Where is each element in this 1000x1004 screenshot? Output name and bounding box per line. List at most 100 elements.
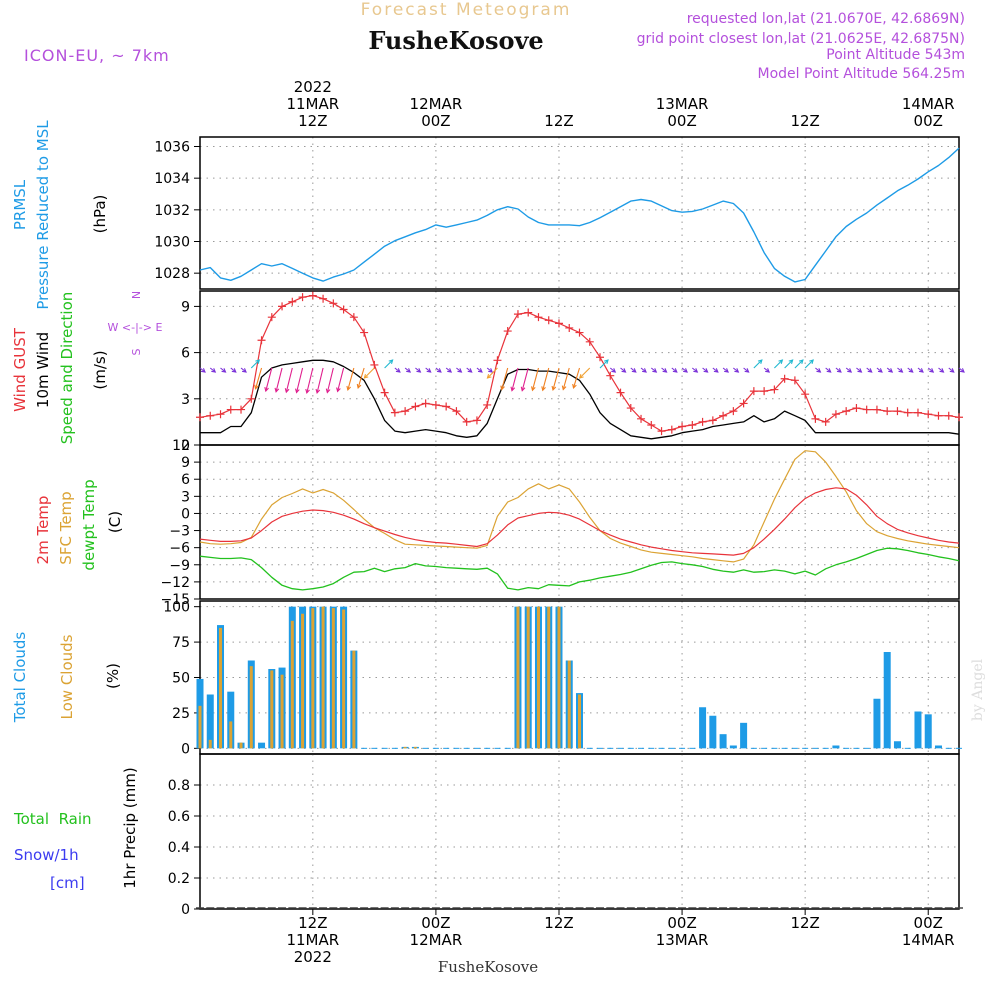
clouds-unit: (%) xyxy=(104,663,122,689)
ytick-label: 1036 xyxy=(154,140,190,156)
ytick-label: 1030 xyxy=(154,235,190,251)
wind-arrow xyxy=(531,367,540,391)
gust-marker xyxy=(739,399,748,408)
wind-dir-label: Speed and Direction xyxy=(58,292,76,445)
wind-arrow-head xyxy=(356,383,362,390)
total-cloud-bar xyxy=(729,745,737,749)
wind-unit: (m/s) xyxy=(91,350,109,389)
low-cloud-bar xyxy=(229,721,233,749)
wind-arrow xyxy=(487,367,498,379)
low-cloud-bar xyxy=(567,660,571,749)
dewpt-line xyxy=(199,547,960,591)
gust-marker xyxy=(554,319,563,328)
wind-arrow-head xyxy=(959,368,965,373)
gust-marker xyxy=(442,402,451,411)
wind-arrow-head xyxy=(662,368,668,373)
wind-arrow xyxy=(296,367,304,393)
plot-layer: 102810301032103410360369−15−12−9−6−30369… xyxy=(154,78,965,966)
wind-arrow-head xyxy=(652,368,658,373)
gust-marker xyxy=(493,356,502,365)
gust-marker xyxy=(606,371,615,380)
wind-arrow-head xyxy=(561,385,567,391)
total-cloud-bar xyxy=(873,698,881,749)
gust-marker xyxy=(626,404,635,413)
gust-marker xyxy=(278,302,287,311)
wind-arrow xyxy=(316,367,324,394)
low-cloud-bar xyxy=(290,620,294,749)
wind-arrow xyxy=(773,359,783,369)
gust-marker xyxy=(237,405,246,414)
gust-marker xyxy=(247,394,256,403)
wind-arrow-head xyxy=(877,368,883,373)
wind-arrow-head xyxy=(447,368,453,373)
gust-marker xyxy=(842,407,851,416)
wind-arrow-head xyxy=(642,368,647,373)
gust-marker xyxy=(780,374,789,383)
time-bottom-label: 12Z xyxy=(790,914,819,932)
gust-marker xyxy=(667,425,676,434)
wind-arrow-head xyxy=(500,385,505,391)
wind-arrow xyxy=(562,367,570,390)
ytick-label: 6 xyxy=(181,346,190,362)
wind-arrow-head xyxy=(798,359,804,364)
wind-arrow xyxy=(804,359,814,369)
ytick-label: 0 xyxy=(181,902,190,918)
gust-marker xyxy=(647,420,656,429)
ytick-label: −9 xyxy=(169,558,190,574)
ytick-label: 6 xyxy=(181,472,190,488)
wind-arrow-head xyxy=(436,368,442,373)
total-cloud-bar xyxy=(883,652,891,749)
ytick-label: 0 xyxy=(181,741,190,757)
ytick-label: 0.8 xyxy=(168,778,190,794)
gust-marker xyxy=(544,316,553,325)
wind-arrow xyxy=(511,367,519,391)
wind-arrow-head xyxy=(531,386,536,392)
wind-arrow-head xyxy=(388,359,394,364)
t2m-label: 2m Temp xyxy=(34,496,52,565)
gust-marker xyxy=(534,313,543,322)
wind-arrow xyxy=(275,367,283,392)
low-cloud-bar xyxy=(413,746,417,749)
gust-marker xyxy=(349,313,358,322)
gust-marker xyxy=(380,388,389,397)
gust-marker xyxy=(329,299,338,308)
wind-arrow-head xyxy=(551,385,557,391)
gust-marker xyxy=(708,416,717,425)
gust-marker xyxy=(760,387,769,396)
low-cloud-bar xyxy=(270,670,274,749)
prmsl-desc-label: Pressure Reduced to MSL xyxy=(34,120,52,310)
time-top-label: 12Z xyxy=(298,112,327,130)
total-cloud-bar xyxy=(699,707,707,749)
wind-arrow-head xyxy=(847,368,853,373)
time-bottom-label: 00Z xyxy=(914,914,943,932)
gust-marker xyxy=(596,353,605,362)
gust-marker xyxy=(790,376,799,385)
wind-arrow-head xyxy=(406,368,412,373)
gust-marker xyxy=(339,305,348,314)
wind-arrow-head xyxy=(395,368,401,373)
compass-north: N xyxy=(130,291,143,299)
total-cloud-bar xyxy=(227,691,235,749)
wind-arrow-head xyxy=(510,386,516,392)
total-cloud-bar xyxy=(206,694,214,749)
time-top-label: 00Z xyxy=(421,112,450,130)
wind-arrow-head xyxy=(477,368,483,373)
wind-arrow-head xyxy=(809,359,814,364)
low-cloud-bar xyxy=(516,606,520,749)
wind-arrow-head xyxy=(744,368,750,373)
watermark: by Angel xyxy=(970,658,986,721)
wind-arrow-head xyxy=(949,368,955,373)
low-cloud-bar xyxy=(342,609,346,749)
gust-marker xyxy=(298,293,307,302)
compass-we: W <-|-> E xyxy=(108,321,163,334)
wind-gust-label: Wind GUST xyxy=(11,327,29,412)
wind-arrow-head xyxy=(683,368,688,373)
wind-arrow-head xyxy=(488,368,494,373)
low-cloud-bar xyxy=(557,606,561,749)
wind-arrow-head xyxy=(757,359,763,364)
ytick-label: 100 xyxy=(163,600,190,616)
wind-arrow-head xyxy=(254,384,259,390)
wind-arrow-head xyxy=(939,368,945,373)
low-cloud-bar xyxy=(311,608,315,749)
temp-unit: (C) xyxy=(106,511,124,533)
